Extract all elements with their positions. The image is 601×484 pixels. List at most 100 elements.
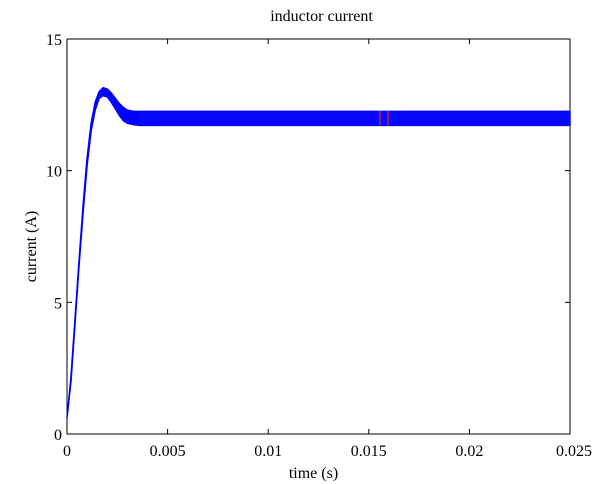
- ripple-stroke: [361, 111, 363, 126]
- y-tick-label: 5: [54, 295, 62, 312]
- ripple-stroke: [427, 111, 429, 126]
- ripple-stroke: [383, 111, 385, 126]
- ripple-stroke: [297, 111, 299, 126]
- ripple-stroke: [207, 111, 209, 126]
- ripple-stroke: [287, 111, 289, 126]
- ripple-stroke: [537, 111, 539, 126]
- ripple-stroke: [443, 111, 445, 126]
- ripple-stroke: [157, 111, 159, 126]
- ripple-stroke: [277, 111, 279, 126]
- ripple-stroke: [451, 111, 453, 126]
- y-tick-label: 15: [46, 32, 62, 49]
- ripple-stroke: [399, 111, 401, 126]
- ripple-stroke: [265, 111, 267, 126]
- ripple-stroke: [285, 111, 287, 126]
- ripple-stroke: [529, 111, 531, 126]
- ripple-stroke: [337, 111, 339, 126]
- x-tick-label: 0.025: [556, 443, 592, 460]
- ripple-stroke: [363, 111, 365, 126]
- ripple-stroke: [295, 111, 297, 126]
- ripple-stroke: [289, 111, 291, 126]
- x-tick-label: 0.005: [150, 443, 186, 460]
- ripple-stroke: [507, 111, 509, 126]
- ripple-stroke: [251, 111, 253, 126]
- ripple-stroke: [495, 111, 497, 126]
- ripple-stroke: [513, 111, 515, 126]
- ripple-stroke: [469, 111, 471, 126]
- ripple-stroke: [471, 111, 473, 126]
- ripple-stroke: [545, 111, 547, 126]
- ripple-stroke: [159, 111, 161, 126]
- ripple-stroke: [145, 111, 147, 126]
- ripple-stroke: [431, 111, 433, 126]
- ripple-stroke: [209, 111, 211, 126]
- ripple-stroke: [149, 111, 151, 126]
- ripple-stroke: [539, 111, 541, 126]
- ripple-stroke: [567, 111, 569, 126]
- ripple-stroke: [511, 111, 513, 126]
- ripple-stroke: [217, 111, 219, 126]
- ripple-stroke: [409, 111, 411, 126]
- x-axis-label: time (s): [289, 465, 338, 482]
- ripple-stroke: [255, 111, 257, 126]
- ripple-stroke: [329, 111, 331, 126]
- ripple-stroke: [215, 111, 217, 126]
- plot-area-frame: [66, 38, 571, 435]
- ripple-stroke: [189, 111, 191, 126]
- ripple-stroke: [147, 111, 149, 126]
- ripple-stroke: [195, 111, 197, 126]
- ripple-stroke: [249, 111, 251, 126]
- ripple-stroke: [301, 111, 303, 126]
- y-tick-label: 10: [46, 164, 62, 181]
- ripple-stroke: [565, 111, 567, 126]
- chart-title: inductor current: [270, 8, 373, 25]
- ripple-stroke: [439, 111, 441, 126]
- x-tick-label: 0.015: [351, 443, 387, 460]
- ripple-stroke: [253, 111, 255, 126]
- ripple-stroke: [303, 111, 305, 126]
- ripple-stroke: [413, 111, 415, 126]
- ripple-stroke: [183, 111, 185, 126]
- ripple-stroke: [351, 111, 353, 126]
- ripple-stroke: [169, 111, 171, 126]
- ripple-stroke: [479, 111, 481, 126]
- ripple-stroke: [247, 111, 249, 126]
- ripple-stroke: [293, 111, 295, 126]
- ripple-stroke: [343, 111, 345, 126]
- ripple-stroke: [239, 111, 241, 126]
- ripple-stroke: [359, 111, 361, 126]
- ripple-stroke: [449, 111, 451, 126]
- ripple-stroke: [371, 111, 373, 126]
- ripple-stroke: [403, 111, 405, 126]
- ripple-stroke: [271, 111, 273, 126]
- ripple-stroke: [261, 111, 263, 126]
- annotation-layer: [379, 111, 389, 125]
- ripple-stroke: [203, 111, 205, 126]
- ripple-stroke: [347, 111, 349, 126]
- ripple-stroke: [477, 111, 479, 126]
- ripple-stroke: [485, 111, 487, 126]
- ripple-stroke: [155, 111, 157, 126]
- ripple-stroke: [447, 111, 449, 126]
- ripple-stroke: [227, 111, 229, 126]
- ripple-stroke: [141, 111, 143, 126]
- ripple-stroke: [341, 111, 343, 126]
- ripple-stroke: [333, 111, 335, 126]
- ripple-stroke: [307, 111, 309, 126]
- ripple-stroke: [381, 111, 383, 126]
- ripple-stroke: [327, 111, 329, 126]
- ripple-stroke: [407, 111, 409, 126]
- ripple-stroke: [309, 111, 311, 126]
- ripple-stroke: [521, 111, 523, 126]
- ripple-stroke: [171, 111, 173, 126]
- ripple-stroke: [541, 111, 543, 126]
- ripple-stroke: [205, 111, 207, 126]
- ripple-stroke: [433, 111, 435, 126]
- ripple-stroke: [223, 111, 225, 126]
- series-layer: [66, 86, 571, 419]
- ripple-stroke: [475, 111, 477, 126]
- ripple-stroke: [177, 111, 179, 126]
- ripple-stroke: [549, 111, 551, 126]
- ripple-stroke: [499, 111, 501, 126]
